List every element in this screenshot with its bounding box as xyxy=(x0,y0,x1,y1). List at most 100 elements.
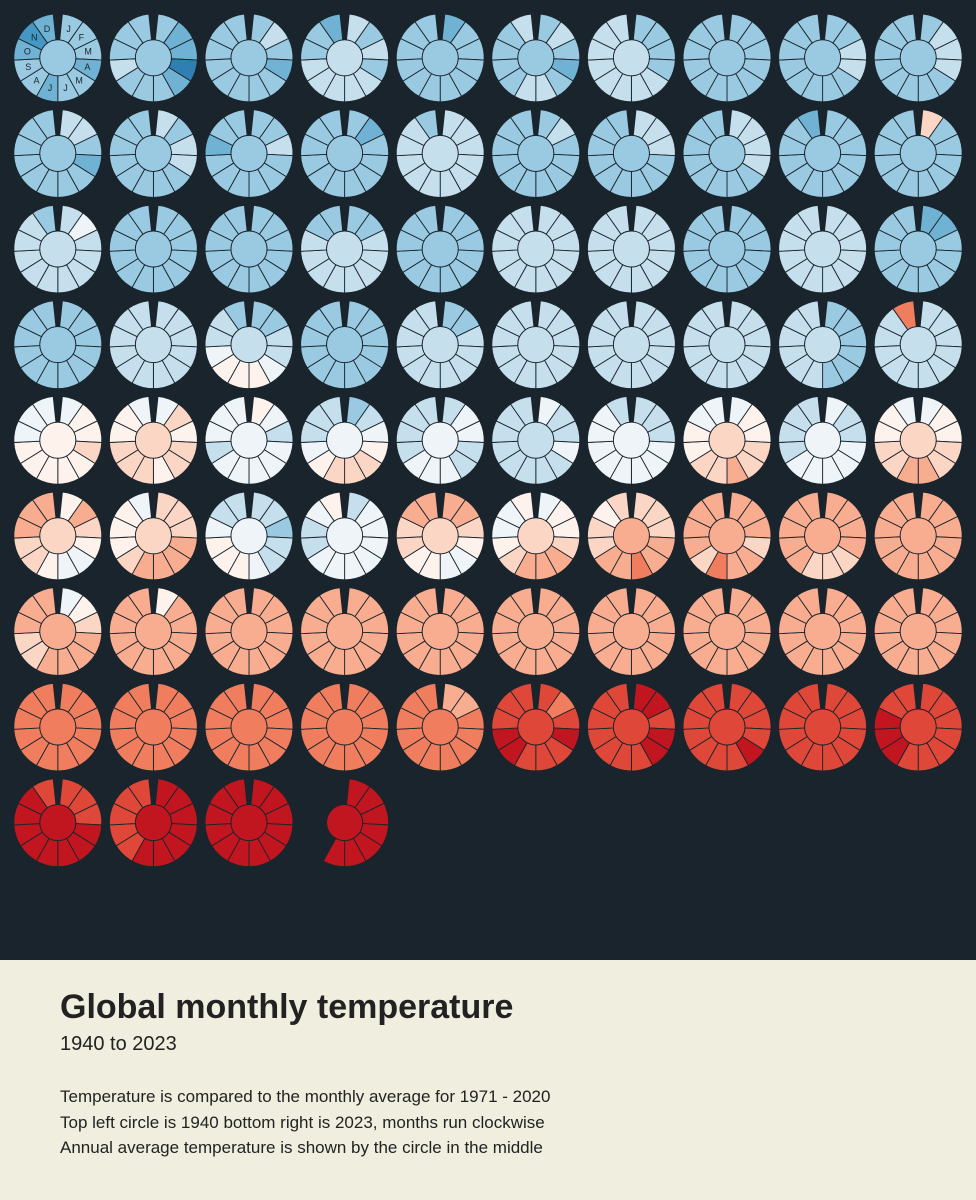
year-glyph-1950 xyxy=(14,110,102,198)
annual-center xyxy=(518,231,554,267)
annual-center xyxy=(805,40,841,76)
annual-center xyxy=(135,40,171,76)
year-glyph-1942 xyxy=(205,14,293,102)
annual-center xyxy=(231,327,267,363)
year-glyph-1958 xyxy=(779,110,867,198)
year-glyph-1979 xyxy=(874,301,962,389)
year-glyph-1988 xyxy=(779,396,867,484)
month-label: S xyxy=(25,62,31,72)
annual-center xyxy=(327,613,363,649)
annual-center xyxy=(518,40,554,76)
annual-center xyxy=(518,613,554,649)
annual-center xyxy=(327,709,363,745)
year-glyph-1961 xyxy=(109,205,197,293)
year-glyph-1965 xyxy=(492,205,580,293)
year-glyph-1955 xyxy=(492,110,580,198)
month-label: A xyxy=(84,62,90,72)
year-glyph-1962 xyxy=(205,205,293,293)
year-glyph-1951 xyxy=(109,110,197,198)
year-glyph-2017 xyxy=(683,683,771,771)
annual-center xyxy=(900,518,936,554)
annual-center xyxy=(327,135,363,171)
annual-center xyxy=(327,40,363,76)
caption-line-2: Top left circle is 1940 bottom right is … xyxy=(60,1110,916,1136)
annual-center xyxy=(805,327,841,363)
annual-center xyxy=(327,518,363,554)
annual-center xyxy=(231,613,267,649)
month-label: N xyxy=(31,33,38,43)
year-glyph-1995 xyxy=(492,492,580,580)
annual-center xyxy=(613,613,649,649)
month-label: J xyxy=(48,83,53,93)
month-wedge xyxy=(323,838,344,866)
year-glyph-1967 xyxy=(683,205,771,293)
year-glyph-1956 xyxy=(587,110,675,198)
month-label: A xyxy=(33,75,39,85)
chart-panel: JFMAMJJASOND xyxy=(0,0,976,960)
annual-center xyxy=(231,231,267,267)
small-multiples-svg: JFMAMJJASOND xyxy=(0,0,976,960)
annual-center xyxy=(613,135,649,171)
year-glyph-1987 xyxy=(683,396,771,484)
year-glyph-2012 xyxy=(205,683,293,771)
year-glyph-2015 xyxy=(492,683,580,771)
annual-center xyxy=(518,518,554,554)
annual-center xyxy=(231,518,267,554)
year-glyph-1980 xyxy=(14,396,102,484)
annual-center xyxy=(709,422,745,458)
annual-center xyxy=(709,40,745,76)
annual-center xyxy=(231,709,267,745)
caption-panel: Global monthly temperature 1940 to 2023 … xyxy=(0,960,976,1200)
annual-center xyxy=(135,231,171,267)
annual-center xyxy=(518,327,554,363)
month-label: M xyxy=(84,47,92,57)
annual-center xyxy=(900,613,936,649)
year-glyph-1940: JFMAMJJASOND xyxy=(14,14,102,102)
annual-center xyxy=(422,327,458,363)
annual-center xyxy=(231,135,267,171)
annual-center xyxy=(613,231,649,267)
annual-center xyxy=(805,422,841,458)
year-glyph-1964 xyxy=(396,205,484,293)
year-glyph-1986 xyxy=(587,396,675,484)
year-glyph-2010 xyxy=(14,683,102,771)
year-glyph-2008 xyxy=(779,588,867,676)
annual-center xyxy=(900,709,936,745)
year-glyph-1981 xyxy=(109,396,197,484)
annual-center xyxy=(805,135,841,171)
annual-center xyxy=(135,805,171,841)
annual-center xyxy=(613,40,649,76)
annual-center xyxy=(327,327,363,363)
year-glyph-1943 xyxy=(301,14,389,102)
year-glyph-1982 xyxy=(205,396,293,484)
year-glyph-2020 xyxy=(14,779,102,867)
year-glyph-1954 xyxy=(396,110,484,198)
annual-center xyxy=(805,709,841,745)
annual-center xyxy=(613,709,649,745)
year-glyph-1963 xyxy=(301,205,389,293)
annual-center xyxy=(40,40,76,76)
year-glyph-1996 xyxy=(587,492,675,580)
annual-center xyxy=(327,422,363,458)
month-label: M xyxy=(75,75,83,85)
year-glyph-1977 xyxy=(683,301,771,389)
annual-center xyxy=(135,422,171,458)
year-glyph-1953 xyxy=(301,110,389,198)
annual-center xyxy=(709,518,745,554)
year-glyph-1985 xyxy=(492,396,580,484)
chart-subtitle: 1940 to 2023 xyxy=(60,1033,916,1056)
year-glyph-1970 xyxy=(14,301,102,389)
year-glyph-1972 xyxy=(205,301,293,389)
annual-center xyxy=(613,327,649,363)
year-glyph-2018 xyxy=(779,683,867,771)
year-glyph-1941 xyxy=(109,14,197,102)
year-glyph-1944 xyxy=(396,14,484,102)
month-label: J xyxy=(63,83,68,93)
year-glyph-1992 xyxy=(205,492,293,580)
month-label: O xyxy=(24,47,31,57)
year-glyph-1990 xyxy=(14,492,102,580)
year-glyph-1949 xyxy=(874,14,962,102)
year-glyph-2006 xyxy=(587,588,675,676)
year-glyph-1966 xyxy=(587,205,675,293)
annual-center xyxy=(805,231,841,267)
